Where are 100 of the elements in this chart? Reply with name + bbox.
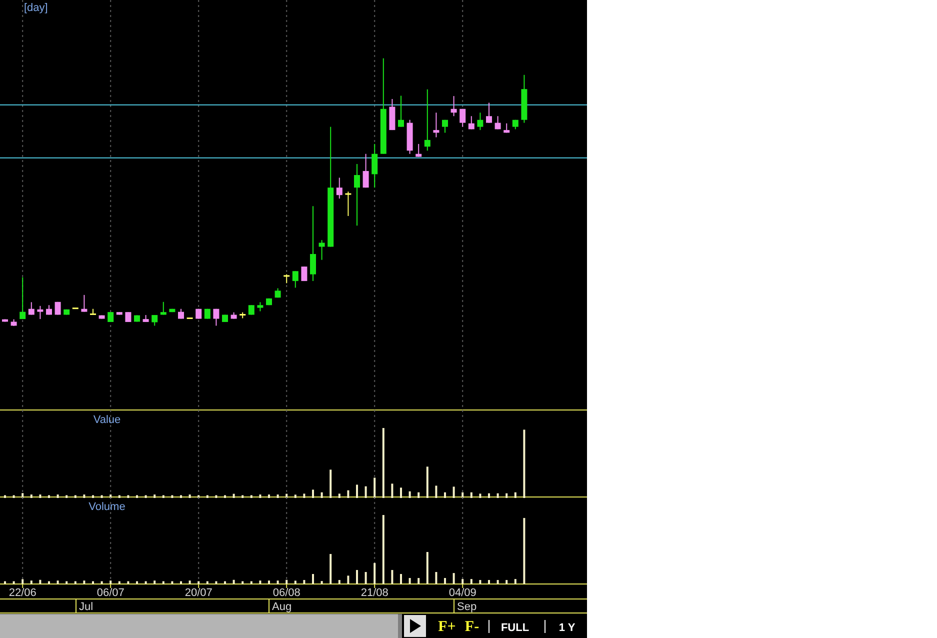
bar: [206, 581, 208, 584]
bar: [154, 494, 156, 498]
candlestick: [477, 112, 484, 131]
candlestick: [460, 108, 466, 128]
text: Jul: [79, 601, 94, 613]
candlestick: [81, 294, 88, 312]
bar: [391, 484, 394, 498]
bar: [224, 495, 226, 498]
candlestick: [442, 119, 448, 134]
bar: [488, 493, 490, 498]
bar: [374, 563, 376, 584]
text: F-: [464, 619, 480, 635]
candlestick: [54, 301, 61, 316]
bar: [250, 581, 252, 584]
bar: [506, 493, 508, 498]
bar: [523, 518, 526, 584]
candlestick: [152, 314, 158, 326]
bar: [215, 495, 218, 498]
bar: [30, 580, 32, 584]
bar: [39, 494, 42, 498]
candlestick: [336, 177, 342, 200]
bar: [418, 578, 420, 584]
bar: [180, 581, 182, 584]
bar: [276, 494, 279, 498]
bar: [83, 580, 86, 584]
bar: [242, 581, 244, 584]
chart-title: [day]: [24, 2, 48, 14]
bar: [320, 581, 323, 584]
bar: [496, 493, 499, 498]
bar: [22, 493, 24, 498]
bar: [408, 491, 411, 498]
x-tick-label: 20/07: [184, 587, 212, 599]
bar: [356, 570, 358, 584]
bar: [488, 580, 490, 584]
bar: [48, 581, 50, 584]
bar: [479, 494, 482, 498]
bar: [171, 495, 174, 498]
text: FULL: [500, 622, 530, 634]
text: F+: [438, 619, 456, 635]
bar: [408, 578, 411, 584]
bar: [364, 572, 367, 584]
bar: [188, 494, 191, 498]
x-tick-label: 21/08: [360, 587, 388, 599]
candlestick: [450, 96, 457, 117]
bar: [444, 578, 446, 584]
bar: [400, 488, 402, 498]
bar: [452, 486, 455, 498]
bar: [74, 581, 76, 584]
bar: [400, 574, 402, 584]
bar: [506, 580, 508, 584]
candlestick: [398, 95, 404, 128]
bar: [198, 581, 200, 584]
candlestick: [292, 270, 298, 288]
bar: [22, 579, 24, 584]
candlestick: [362, 153, 369, 188]
bar: [215, 581, 218, 584]
bar: [268, 494, 270, 498]
bar: [92, 581, 94, 584]
candlestick: [468, 116, 474, 130]
candlestick: [213, 308, 220, 326]
text: 1 Y: [558, 622, 576, 634]
bar: [30, 494, 32, 498]
bar: [4, 495, 6, 498]
x-tick-label: 06/08: [272, 587, 300, 599]
bar: [312, 574, 314, 584]
bar: [12, 581, 15, 584]
candlestick: [248, 304, 254, 316]
x-tick-label: 06/07: [96, 587, 124, 599]
bar: [426, 552, 428, 584]
bar: [418, 492, 420, 498]
bar: [250, 495, 252, 498]
bar: [188, 580, 191, 584]
bar: [171, 581, 174, 584]
bar: [12, 495, 15, 498]
bar: [83, 494, 86, 498]
bar: [232, 494, 235, 498]
bar: [330, 470, 332, 498]
bar: [382, 515, 384, 584]
bar: [320, 492, 323, 498]
bar: [144, 581, 147, 584]
candlestick: [318, 240, 325, 260]
candlestick: [344, 191, 352, 216]
bar: [462, 579, 464, 584]
bar: [198, 495, 200, 498]
bar: [356, 484, 358, 498]
bar: [4, 581, 6, 584]
bar: [92, 495, 94, 498]
candlestick: [20, 276, 26, 320]
bar: [470, 579, 472, 584]
candlestick: [301, 266, 308, 282]
x-tick-label: 04/09: [448, 587, 476, 599]
bar: [303, 494, 306, 498]
bar: [100, 495, 103, 498]
bar: [312, 490, 314, 498]
bar: [110, 580, 112, 584]
bar: [347, 576, 350, 584]
bar: [224, 581, 226, 584]
bar: [66, 495, 68, 498]
bar: [391, 570, 394, 584]
bar: [259, 580, 262, 584]
